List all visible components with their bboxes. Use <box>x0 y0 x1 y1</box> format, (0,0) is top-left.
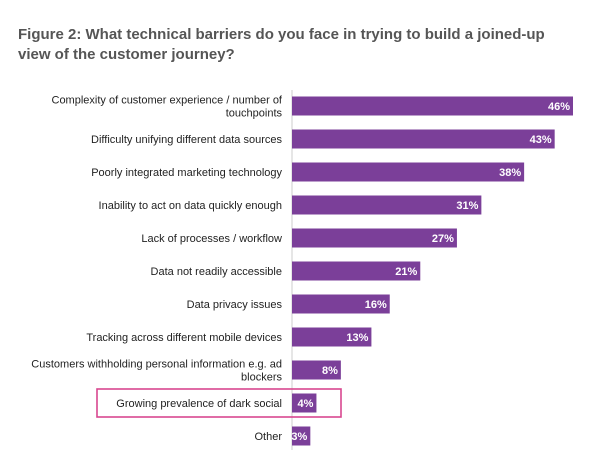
data-label: 8% <box>322 365 338 377</box>
bar <box>292 327 372 347</box>
category-label: Customers withholding personal informati… <box>31 359 282 384</box>
bar <box>292 426 311 446</box>
chart-title: Figure 2: What technical barriers do you… <box>18 26 545 63</box>
data-label: 46% <box>548 101 570 113</box>
category-label: Other <box>254 431 282 443</box>
category-label: Tracking across different mobile devices <box>86 332 282 344</box>
category-label: Difficulty unifying different data sourc… <box>91 134 282 146</box>
data-label: 27% <box>432 233 454 245</box>
bar <box>292 261 421 281</box>
data-label: 13% <box>346 332 368 344</box>
data-label: 43% <box>530 134 552 146</box>
bar <box>292 162 525 182</box>
category-label: Data not readily accessible <box>151 266 282 278</box>
bar <box>292 228 457 248</box>
data-label: 4% <box>298 398 314 410</box>
category-label: Inability to act on data quickly enough <box>99 200 282 212</box>
data-label: 21% <box>395 266 417 278</box>
bar <box>292 360 341 380</box>
bar <box>292 195 482 215</box>
data-label: 3% <box>291 431 307 443</box>
category-label: Data privacy issues <box>187 299 283 311</box>
category-label: Complexity of customer experience / numb… <box>52 95 283 120</box>
data-label: 31% <box>456 200 478 212</box>
category-label: Poorly integrated marketing technology <box>91 167 282 179</box>
data-label: 38% <box>499 167 521 179</box>
bar <box>292 96 573 116</box>
bar <box>292 393 317 413</box>
bar <box>292 294 390 314</box>
bar <box>292 129 555 149</box>
category-label: Lack of processes / workflow <box>141 233 282 245</box>
category-label: Growing prevalence of dark social <box>116 398 282 410</box>
highlight-box <box>96 388 342 418</box>
data-label: 16% <box>365 299 387 311</box>
